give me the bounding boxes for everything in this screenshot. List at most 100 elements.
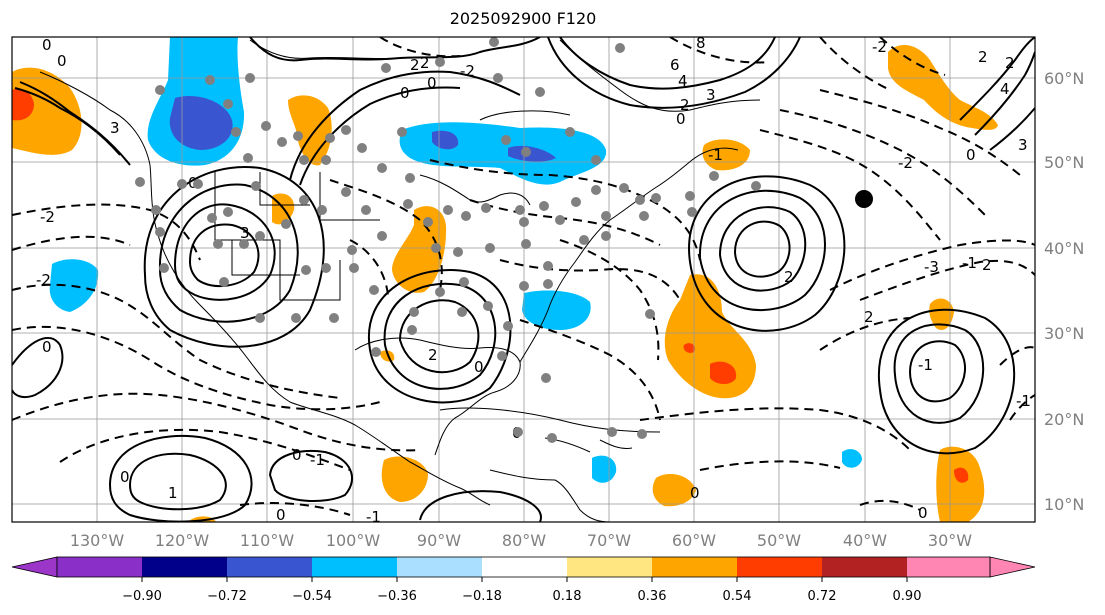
colorbar-tick-label: −0.90 [122, 589, 162, 604]
shade-blue-west-canada [169, 96, 233, 150]
contour-label: 2 [784, 268, 794, 286]
colorbar-over-arrow [989, 556, 1036, 578]
contour-lines-dashed [12, 37, 1035, 516]
contour-label: 0 [276, 506, 286, 524]
lon-label: 110°W [240, 531, 295, 550]
lon-label: 100°W [326, 531, 381, 550]
contour-label: 2 [1005, 54, 1015, 72]
lat-label: 40°N [1044, 239, 1084, 258]
shade-orange-caribbean [652, 474, 696, 507]
station-markers [135, 37, 761, 443]
contour-label: -1 [310, 451, 325, 469]
contour-label: 0 [292, 446, 302, 464]
map-panel: 0 0 3 2 0 -2 0 2 8 6 4 3 2 0 -1 3 3 -2 0… [12, 34, 1035, 526]
colorbar-segment [822, 557, 907, 577]
shade-blue-hudson-east [508, 145, 556, 162]
contour-label: -1 [962, 254, 977, 272]
colorbar-tick-label: 0.72 [808, 589, 837, 604]
contour-label: -2 [898, 154, 913, 172]
lon-label: 80°W [502, 531, 546, 550]
shade-red-pacific-nw [12, 88, 34, 121]
contour-label: 3 [1018, 136, 1028, 154]
graticule [12, 37, 1035, 522]
lon-label: 70°W [587, 531, 631, 550]
contour-label: -2 [40, 208, 55, 226]
contour-label: 0 [690, 484, 700, 502]
shade-red-atlantic-small [683, 343, 696, 353]
contour-label-group: 0 0 3 2 0 -2 0 2 8 6 4 3 2 0 -1 3 3 -2 0… [36, 34, 1031, 526]
shade-lightblue-gulf-stream [522, 290, 591, 330]
shade-lightblue-caribbean [592, 455, 617, 483]
shade-red-east-atlantic-10n [954, 467, 969, 483]
shade-orange-mexico [381, 456, 428, 502]
colorbar-segment [312, 557, 397, 577]
colorbar-segment [652, 557, 737, 577]
lat-label: 10°N [1044, 495, 1084, 514]
shade-orange-atlantic-south [664, 274, 756, 399]
contour-label: 2 [420, 54, 430, 72]
lat-label: 50°N [1044, 153, 1084, 172]
contour-label: -2 [36, 271, 51, 289]
contour-label: -2 [872, 38, 887, 56]
contour-label: -3 [924, 258, 939, 276]
colorbar: −0.90 −0.72 −0.54 −0.36 −0.18 0.18 0.36 … [11, 556, 1036, 604]
shade-orange-east-atlantic-30n [929, 298, 954, 331]
shade-red-atlantic-south [710, 361, 737, 384]
colorbar-segment [57, 557, 142, 577]
map-title: 2025092900 F120 [449, 9, 597, 28]
colorbar-tick-label: −0.72 [207, 589, 247, 604]
lat-label: 30°N [1044, 324, 1084, 343]
colorbar-tick-label: 0.90 [893, 589, 922, 604]
lon-label: 30°W [928, 531, 972, 550]
contour-label: 2 [982, 256, 992, 274]
contour-label: 0 [42, 36, 52, 54]
contour-label: 0 [427, 74, 437, 92]
contour-label: 0 [57, 52, 67, 70]
shade-blue-hudson [432, 130, 459, 150]
contour-label: 0 [400, 84, 410, 102]
contour-label: 2 [864, 308, 874, 326]
colorbar-segment [142, 557, 227, 577]
contour-label: 3 [240, 224, 250, 242]
contour-label: 0 [966, 146, 976, 164]
contour-label: -1 [1016, 392, 1031, 410]
contour-label: -2 [460, 62, 475, 80]
contour-label: 4 [678, 72, 688, 90]
contour-label: -1 [918, 356, 933, 374]
colorbar-tick-label: −0.36 [377, 589, 417, 604]
colorbar-segment [907, 557, 990, 577]
contour-label: 2 [410, 56, 420, 74]
lon-label: 60°W [672, 531, 716, 550]
contour-label: 2 [428, 346, 438, 364]
contour-label: 0 [676, 110, 686, 128]
lon-label: 120°W [155, 531, 210, 550]
contour-label: 6 [670, 56, 680, 74]
colorbar-tick-label: −0.18 [462, 589, 502, 604]
colorbar-tick-label: −0.54 [292, 589, 332, 604]
map-frame [11, 36, 1036, 523]
longitude-axis: 130°W 120°W 110°W 100°W 90°W 80°W 70°W 6… [70, 531, 972, 550]
contour-label: 8 [696, 34, 706, 52]
colorbar-tick-label: 0.18 [553, 589, 582, 604]
shade-orange-newfoundland [702, 139, 750, 171]
lat-label: 20°N [1044, 410, 1084, 429]
contour-label: -1 [366, 508, 381, 526]
shade-orange-pacific-nw [12, 67, 82, 155]
shade-orange-east-atlantic-10n [936, 446, 985, 522]
contour-lines [12, 37, 1035, 522]
contour-label: 0 [188, 174, 198, 192]
contour-label: 1 [168, 484, 178, 502]
contour-label: 2 [978, 48, 988, 66]
colorbar-segment [482, 557, 567, 577]
lon-label: 50°W [757, 531, 801, 550]
colorbar-tick-label: 0.54 [723, 589, 752, 604]
contour-label: 0 [474, 358, 484, 376]
lon-label: 40°W [843, 531, 887, 550]
contour-label: 0 [918, 504, 928, 522]
shade-lightblue-atlantic-15n [842, 449, 862, 468]
latitude-axis: 60°N 50°N 40°N 30°N 20°N 10°N [1044, 69, 1084, 514]
contour-label: -1 [708, 146, 723, 164]
contour-label: 0 [120, 468, 130, 486]
lon-label: 90°W [417, 531, 461, 550]
